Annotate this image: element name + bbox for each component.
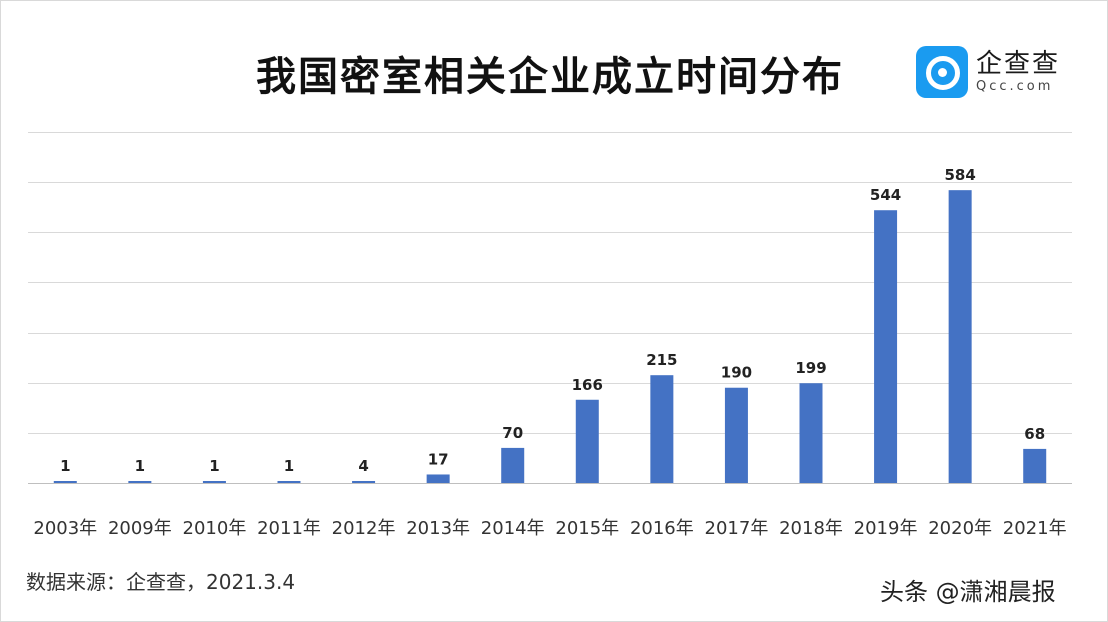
bar	[799, 383, 823, 483]
qcc-logo: 企查查 Qcc.com	[916, 46, 1060, 98]
data-label: 1	[209, 457, 219, 475]
x-tick-label: 2019年	[854, 518, 918, 539]
data-source: 数据来源：企查查，2021.3.4	[26, 570, 296, 594]
data-label: 215	[646, 351, 677, 369]
bar	[53, 481, 77, 483]
data-label: 544	[870, 186, 901, 204]
data-label: 166	[572, 376, 603, 394]
data-label: 584	[944, 166, 975, 184]
x-tick-label: 2003年	[33, 518, 97, 539]
data-label: 1	[135, 457, 145, 475]
data-label: 199	[795, 359, 826, 377]
x-tick-label: 2009年	[108, 518, 172, 539]
bar	[1023, 448, 1047, 483]
data-label: 1	[60, 457, 70, 475]
x-tick-label: 2016年	[630, 518, 694, 539]
logo-domain: Qcc.com	[976, 79, 1054, 94]
bar	[426, 474, 450, 483]
logo-text: 企查查 Qcc.com	[976, 49, 1060, 95]
bar	[501, 447, 525, 483]
bar	[202, 481, 226, 483]
chart-title: 我国密室相关企业成立时间分布	[256, 54, 844, 100]
bar	[128, 481, 152, 483]
x-tick-label: 2017年	[705, 518, 769, 539]
bar	[724, 387, 748, 483]
x-tick-label: 2014年	[481, 518, 545, 539]
x-tick-label: 2015年	[555, 518, 619, 539]
bar-chart: 1 2003年 1 2009年 1 2010年 1 2011年 4 2012年 17 2013年 70 2…	[28, 132, 1072, 539]
bar	[575, 399, 599, 483]
watermark: 头条 @潇湘晨报	[880, 578, 1056, 606]
x-tick-label: 2012年	[332, 518, 396, 539]
data-label: 68	[1024, 425, 1045, 443]
data-label: 1	[284, 457, 294, 475]
data-label: 4	[358, 457, 368, 475]
bar	[352, 480, 376, 483]
bar	[948, 190, 972, 483]
bar	[874, 210, 898, 484]
bar	[277, 481, 301, 483]
x-tick-label: 2010年	[183, 518, 247, 539]
data-label: 190	[721, 364, 752, 382]
x-tick-label: 2011年	[257, 518, 321, 539]
x-tick-label: 2020年	[928, 518, 992, 539]
data-label: 70	[502, 424, 523, 442]
magnifier-icon	[916, 46, 968, 98]
x-tick-label: 2021年	[1003, 518, 1067, 539]
x-tick-label: 2018年	[779, 518, 843, 539]
logo-name: 企查查	[976, 49, 1061, 79]
bar	[650, 375, 674, 483]
data-label: 17	[428, 450, 449, 468]
x-tick-label: 2013年	[406, 518, 470, 539]
